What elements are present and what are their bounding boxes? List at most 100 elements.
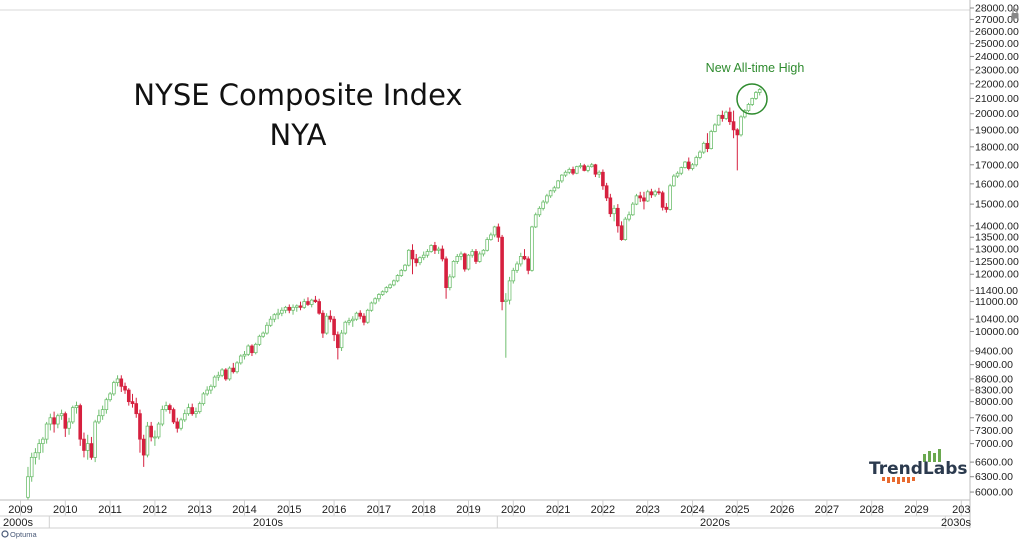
logo-bar xyxy=(902,477,905,482)
y-tick-label: 25000.00 xyxy=(975,38,1019,50)
candle-body xyxy=(209,385,213,391)
y-tick-label: 11400.00 xyxy=(975,285,1018,297)
candle xyxy=(724,110,728,121)
candle xyxy=(597,170,601,179)
candle xyxy=(462,252,467,272)
candle xyxy=(582,163,587,172)
candle xyxy=(231,362,236,374)
candle-body xyxy=(123,385,127,391)
candle xyxy=(253,342,258,355)
candle-body xyxy=(287,306,292,311)
candle-body xyxy=(526,258,531,271)
candle-body xyxy=(403,264,407,271)
candle xyxy=(182,409,187,422)
candle-body xyxy=(705,142,710,149)
candle xyxy=(686,157,691,171)
candle xyxy=(291,304,295,315)
candle-body xyxy=(698,151,702,158)
candle-body xyxy=(701,142,706,153)
logo-bar xyxy=(938,449,941,462)
candle-body xyxy=(686,161,691,169)
candle-body xyxy=(328,315,333,320)
candle-body xyxy=(112,382,116,395)
lock-icon[interactable] xyxy=(1011,8,1019,19)
candle xyxy=(265,322,269,335)
candle xyxy=(365,308,370,324)
candle-body xyxy=(324,315,329,334)
candle-body xyxy=(735,129,740,136)
candle-body xyxy=(630,203,635,216)
candle xyxy=(343,320,348,335)
candle-body xyxy=(283,306,288,311)
candle xyxy=(242,350,247,360)
candle xyxy=(33,448,38,465)
candle xyxy=(694,155,699,167)
candle xyxy=(518,252,523,267)
x-tick-label: 2009 xyxy=(8,504,32,516)
candle xyxy=(238,354,243,365)
candle xyxy=(108,391,112,402)
candle-body xyxy=(645,191,650,202)
candle-body xyxy=(78,405,83,440)
y-tick-label: 6600.00 xyxy=(975,457,1013,469)
candle xyxy=(586,164,590,173)
candle-body xyxy=(48,417,53,425)
x-tick-label: 2021 xyxy=(546,504,570,516)
candle-body xyxy=(194,411,198,415)
candle xyxy=(164,401,168,412)
candle-body xyxy=(504,299,508,302)
candle xyxy=(250,344,254,357)
candle-body xyxy=(100,409,105,417)
credit-label: Optuma xyxy=(10,530,38,539)
candle-body xyxy=(332,318,336,336)
candle-body xyxy=(317,301,321,314)
candle xyxy=(574,165,579,175)
candle-body xyxy=(619,225,624,240)
candle xyxy=(224,368,228,381)
credit: Optuma xyxy=(1,530,38,539)
trendlabs-logo: TrendLabs xyxy=(869,449,968,484)
candle xyxy=(261,331,265,338)
candle xyxy=(220,368,224,378)
candle xyxy=(280,307,284,317)
candle-body xyxy=(138,413,142,440)
candle xyxy=(545,193,549,205)
candle xyxy=(399,269,404,277)
candle xyxy=(276,308,280,320)
x-tick-label: 2013 xyxy=(187,504,211,516)
x-tick-label: 2010 xyxy=(53,504,77,516)
candle-body xyxy=(119,378,124,387)
candle-body xyxy=(713,124,717,132)
y-tick-label: 17000.00 xyxy=(975,159,1019,171)
candle-body xyxy=(265,324,269,334)
candle xyxy=(317,298,321,315)
x-tick-label: 2027 xyxy=(815,504,839,516)
candle-body xyxy=(377,294,381,300)
candle-body xyxy=(276,312,280,316)
candle xyxy=(138,409,142,453)
candle xyxy=(645,189,650,203)
candle xyxy=(556,179,560,189)
candle-body xyxy=(238,355,243,364)
candle-body xyxy=(567,169,572,173)
candle-body xyxy=(156,423,161,438)
candle-body xyxy=(530,226,534,271)
candle-body xyxy=(492,226,497,236)
candle xyxy=(563,170,568,178)
candle-body xyxy=(597,171,601,175)
y-tick-label: 22000.00 xyxy=(975,78,1019,90)
y-tick-label: 7000.00 xyxy=(975,438,1013,450)
candle xyxy=(74,401,79,414)
candle-body xyxy=(399,269,404,276)
x-tick-label: 2024 xyxy=(680,504,704,516)
candle-body xyxy=(657,191,661,194)
candle xyxy=(104,397,109,414)
candle-body xyxy=(548,190,553,197)
x-decade-label: 2030s xyxy=(941,517,971,529)
x-tick-label: 203 xyxy=(952,504,970,516)
candle xyxy=(455,253,460,264)
candle xyxy=(593,163,598,178)
candle xyxy=(653,189,657,197)
candle xyxy=(294,304,299,312)
candle xyxy=(466,253,471,271)
